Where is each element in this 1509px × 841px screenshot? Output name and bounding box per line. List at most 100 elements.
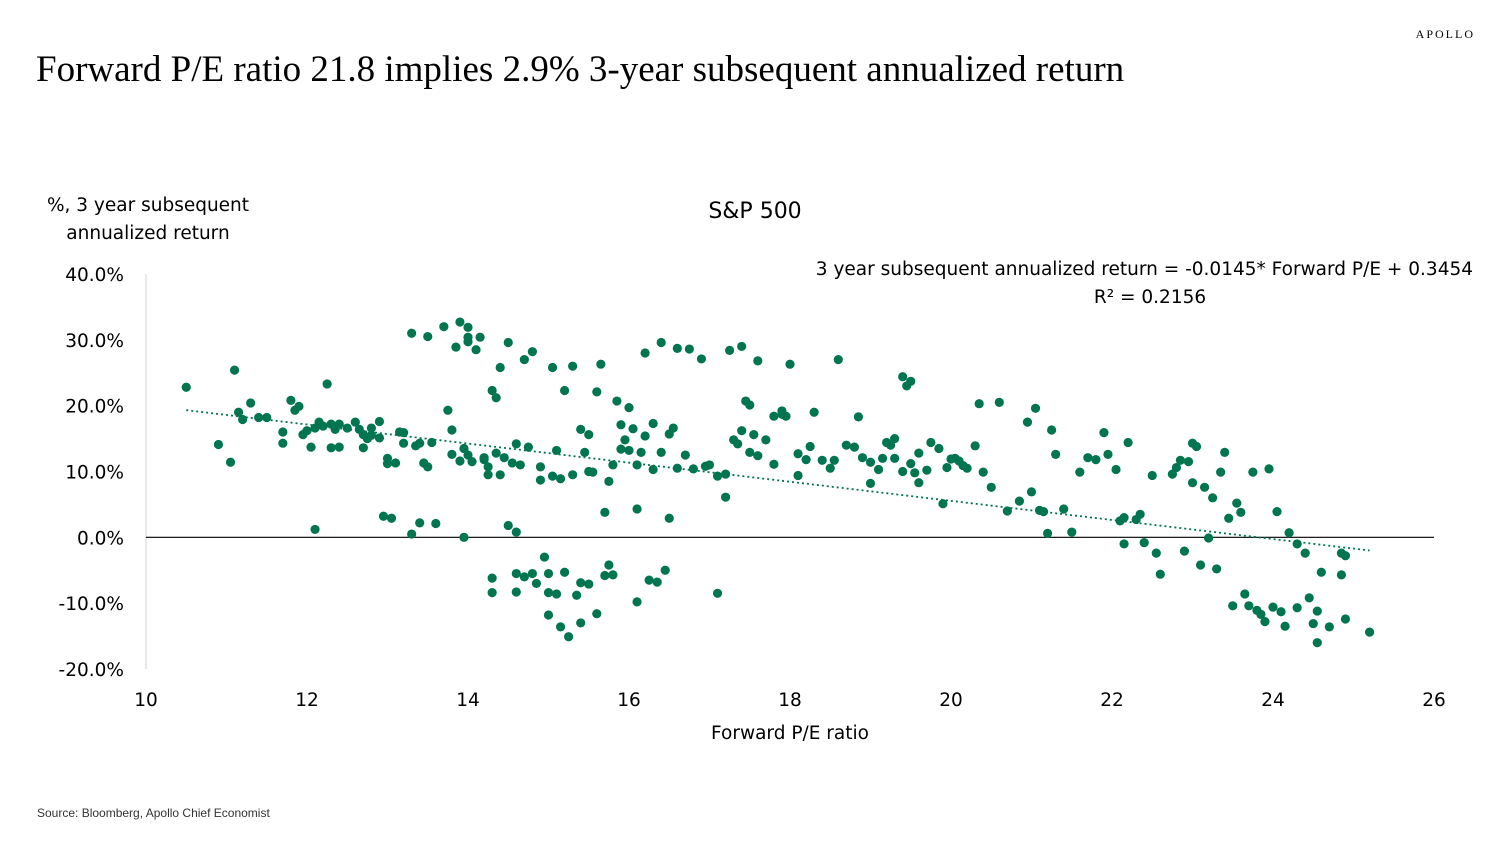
data-point (366, 430, 376, 440)
data-point (616, 420, 626, 430)
data-point (390, 458, 401, 468)
x-tick-label: 18 (778, 690, 802, 711)
data-point (668, 423, 678, 433)
data-point (608, 460, 618, 470)
data-point (455, 456, 465, 466)
data-point (447, 425, 457, 435)
data-point (962, 463, 972, 473)
data-point (970, 441, 980, 451)
data-point (652, 577, 662, 587)
data-point (455, 317, 465, 327)
data-point (793, 449, 803, 459)
y-tick-label: -20.0% (59, 660, 124, 681)
data-point (1304, 593, 1314, 603)
data-point (994, 397, 1004, 407)
page-title: Forward P/E ratio 21.8 implies 2.9% 3-ye… (36, 49, 1125, 90)
data-point (515, 460, 525, 470)
apollo-logo: APOLLO (1415, 27, 1475, 41)
data-point (1276, 607, 1286, 617)
data-point (564, 632, 574, 642)
data-point (1183, 457, 1194, 467)
x-tick-label: 26 (1422, 690, 1446, 711)
data-point (753, 451, 763, 461)
y-axis-title-line-2: annualized return (66, 223, 229, 244)
data-point (531, 578, 542, 589)
data-point (350, 417, 360, 427)
data-point (680, 450, 690, 460)
data-point (342, 423, 352, 433)
data-point (624, 403, 634, 413)
data-point (1111, 464, 1121, 475)
data-point (1280, 621, 1290, 631)
data-point (1171, 462, 1181, 473)
data-point (535, 475, 546, 485)
data-point (737, 341, 747, 352)
data-point (592, 609, 602, 619)
data-point (366, 423, 376, 433)
data-point (326, 443, 336, 453)
data-point (459, 532, 469, 542)
data-point (749, 430, 759, 440)
data-point (1179, 546, 1190, 556)
data-point (926, 437, 936, 448)
data-point (572, 590, 582, 600)
data-point (547, 362, 558, 373)
data-point (1135, 509, 1145, 519)
data-point (439, 322, 449, 332)
data-point (511, 587, 521, 597)
data-point (1047, 425, 1057, 435)
data-point (849, 442, 860, 452)
data-point (906, 459, 916, 469)
data-point (1312, 638, 1322, 648)
data-point (914, 448, 924, 458)
data-point (898, 372, 908, 382)
data-point (286, 395, 296, 405)
data-point (527, 568, 538, 579)
x-axis-title: Forward P/E ratio (711, 723, 869, 744)
data-point (519, 354, 529, 365)
data-point (1268, 602, 1278, 612)
data-point (334, 442, 344, 452)
data-point (616, 444, 626, 454)
y-tick-label: -10.0% (59, 594, 124, 615)
data-point (737, 426, 747, 436)
data-point (576, 618, 586, 628)
data-point (322, 379, 332, 389)
data-point (576, 578, 586, 588)
data-point (1175, 455, 1186, 465)
data-point (914, 478, 924, 488)
data-point (841, 440, 851, 450)
data-point (511, 527, 521, 537)
data-point (463, 332, 473, 342)
data-point (1212, 564, 1222, 574)
data-point (741, 396, 751, 406)
data-point (427, 437, 437, 448)
x-tick-label: 14 (456, 690, 480, 711)
data-point (1195, 560, 1206, 570)
data-point (801, 455, 811, 465)
data-point (1300, 548, 1310, 558)
data-point (543, 568, 554, 579)
data-point (596, 359, 606, 369)
data-point (1264, 464, 1274, 474)
data-point (1155, 569, 1165, 579)
axes-group: 40.0% 30.0% 20.0% 10.0% 0.0% -10.0% -20.0% 10 12… (59, 265, 1446, 711)
data-point (568, 361, 578, 371)
data-point (1312, 606, 1322, 616)
data-point (407, 529, 417, 539)
data-point (491, 393, 501, 403)
data-point (374, 433, 385, 443)
data-point (407, 328, 417, 338)
data-point (467, 457, 477, 467)
y-tick-label: 20.0% (65, 397, 124, 418)
data-point (769, 411, 779, 421)
data-point (890, 433, 900, 444)
data-point (1216, 467, 1226, 477)
data-point (423, 331, 433, 342)
data-point (1365, 627, 1375, 637)
data-point (684, 344, 694, 354)
data-point (785, 359, 795, 369)
data-point (511, 439, 521, 449)
y-axis-title-line-1: %, 3 year subsequent (47, 195, 249, 216)
x-tick-label: 10 (134, 690, 158, 711)
